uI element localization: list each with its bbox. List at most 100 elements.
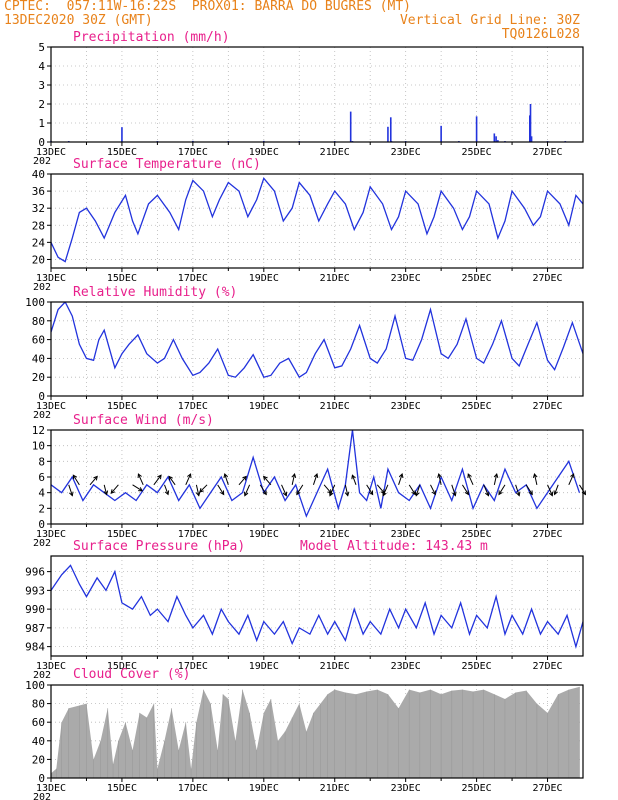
y-tick-label: 60 bbox=[32, 716, 45, 729]
x-tick-label: 25DEC bbox=[462, 661, 492, 672]
wind-arrow-head bbox=[398, 473, 404, 479]
wind-arrow bbox=[132, 484, 143, 492]
wind-arrow bbox=[68, 484, 73, 496]
wind-arrow bbox=[153, 474, 162, 486]
wind-arrow-head bbox=[411, 490, 416, 496]
precip-bar bbox=[349, 111, 352, 142]
wind-arrow bbox=[244, 484, 251, 496]
x-tick-label: 13DEC bbox=[36, 147, 66, 158]
x-tick-label: 17DEC bbox=[178, 783, 208, 794]
x-tick-label: 27DEC bbox=[532, 529, 562, 540]
y-tick-label: 40 bbox=[32, 352, 45, 365]
panel-title: Surface Temperature (nC) bbox=[73, 157, 261, 172]
wind-arrow bbox=[164, 484, 169, 495]
x-tick-label: 21DEC bbox=[320, 273, 350, 284]
wind-arrow bbox=[515, 484, 520, 496]
wind-arrow-head bbox=[282, 491, 288, 497]
wind-arrow-head bbox=[262, 490, 267, 496]
vertical-grid-note: Vertical Grid Line: 30Z bbox=[399, 13, 580, 28]
wind-arrow bbox=[259, 484, 267, 495]
x-tick-label: 15DEC bbox=[107, 661, 137, 672]
wind-arrow-head bbox=[532, 473, 538, 479]
x-tick-label: 13DEC bbox=[36, 529, 66, 540]
wind-arrow bbox=[263, 476, 272, 486]
wind-arrow bbox=[291, 473, 296, 485]
wind-arrow bbox=[430, 484, 436, 495]
y-tick-label: 2 bbox=[38, 502, 45, 515]
y-tick-label: 0 bbox=[38, 136, 45, 149]
y-tick-label: 2 bbox=[38, 98, 45, 111]
wind-arrow bbox=[366, 484, 374, 495]
precip-bar bbox=[529, 104, 532, 142]
wind-arrow bbox=[498, 484, 506, 495]
y-tick-label: 12 bbox=[32, 424, 45, 437]
station-line: CPTEC: 057:11W-16:22S PROX01: BARRA DO B… bbox=[4, 0, 411, 14]
precip-bar bbox=[530, 136, 533, 142]
x-tick-label: 13DEC bbox=[36, 783, 66, 794]
wind-arrow-head bbox=[570, 473, 575, 479]
wind-arrow-head bbox=[344, 491, 350, 497]
wind-arrow bbox=[195, 484, 200, 496]
wind-arrow-head bbox=[431, 490, 436, 496]
model-id: TQ0126L028 bbox=[501, 27, 580, 42]
x-tick-label: 15DEC bbox=[107, 529, 137, 540]
wind-arrow-head bbox=[452, 491, 457, 497]
wind-arrow-head bbox=[515, 491, 521, 497]
x-tick-label: 27DEC bbox=[532, 783, 562, 794]
y-tick-label: 28 bbox=[32, 219, 45, 232]
panel-frame bbox=[50, 173, 584, 269]
panel-title: Surface Pressure (hPa) bbox=[73, 539, 245, 554]
wind-arrow-head bbox=[464, 490, 469, 496]
panel-title: Relative Humidity (%) bbox=[73, 285, 237, 300]
x-year-stub: 202 bbox=[33, 792, 51, 800]
y-tick-label: 0 bbox=[38, 772, 45, 785]
precip-bar bbox=[495, 136, 497, 142]
panel-3: 0 2 4 6 8 10 12 13DEC 15DEC 17DEC 19DEC 21DEC 23DEC 2… bbox=[32, 413, 587, 549]
x-tick-label: 25DEC bbox=[462, 401, 492, 412]
x-tick-label: 21DEC bbox=[320, 147, 350, 158]
wind-arrow-head bbox=[329, 491, 334, 497]
wind-arrow bbox=[168, 476, 176, 486]
panel-title: Cloud Cover (%) bbox=[73, 667, 190, 682]
wind-arrow-head bbox=[164, 490, 170, 496]
y-tick-label: 4 bbox=[38, 60, 45, 73]
y-tick-label: 10 bbox=[32, 440, 45, 453]
panel-2: 0 20 40 60 80 100 13DEC 15DEC 17DEC 19DEC 21DEC 23D… bbox=[25, 285, 584, 421]
y-tick-label: 60 bbox=[32, 334, 45, 347]
x-tick-label: 15DEC bbox=[107, 401, 137, 412]
wind-arrow-head bbox=[103, 490, 109, 496]
precip-bar bbox=[497, 140, 499, 142]
x-tick-label: 25DEC bbox=[462, 273, 492, 284]
x-tick-label: 19DEC bbox=[249, 147, 279, 158]
chart-header: CPTEC: 057:11W-16:22S PROX01: BARRA DO B… bbox=[0, 0, 618, 46]
series-line bbox=[51, 430, 581, 518]
x-tick-label: 15DEC bbox=[107, 273, 137, 284]
wind-arrow-head bbox=[137, 473, 142, 479]
x-tick-label: 13DEC bbox=[36, 661, 66, 672]
y-tick-label: 24 bbox=[32, 236, 46, 249]
wind-arrow-head bbox=[485, 491, 490, 497]
wind-arrow bbox=[103, 484, 108, 495]
y-tick-label: 20 bbox=[32, 371, 45, 384]
x-tick-label: 13DEC bbox=[36, 273, 66, 284]
y-tick-label: 1 bbox=[38, 117, 45, 130]
wind-arrow bbox=[398, 473, 403, 485]
precip-bar bbox=[475, 116, 478, 142]
cloud-area bbox=[51, 686, 580, 778]
x-tick-label: 25DEC bbox=[462, 529, 492, 540]
y-tick-label: 993 bbox=[25, 584, 45, 597]
x-tick-label: 25DEC bbox=[462, 147, 492, 158]
x-tick-label: 17DEC bbox=[178, 529, 208, 540]
y-tick-label: 990 bbox=[25, 603, 45, 616]
y-tick-label: 6 bbox=[38, 471, 45, 484]
panel-1: 20 24 28 32 36 40 13DEC 15DEC 17DEC 19DEC 21DEC 23D… bbox=[32, 157, 584, 293]
wind-arrow-head bbox=[296, 490, 301, 496]
wind-arrow bbox=[534, 473, 538, 485]
x-tick-label: 19DEC bbox=[249, 401, 279, 412]
wind-arrow bbox=[344, 484, 349, 496]
wind-arrow-head bbox=[223, 473, 229, 479]
panel-annotation: Model Altitude: 143.43 m bbox=[300, 539, 488, 554]
x-tick-label: 21DEC bbox=[320, 529, 350, 540]
wind-arrow-head bbox=[415, 491, 420, 497]
wind-arrow bbox=[224, 473, 229, 485]
